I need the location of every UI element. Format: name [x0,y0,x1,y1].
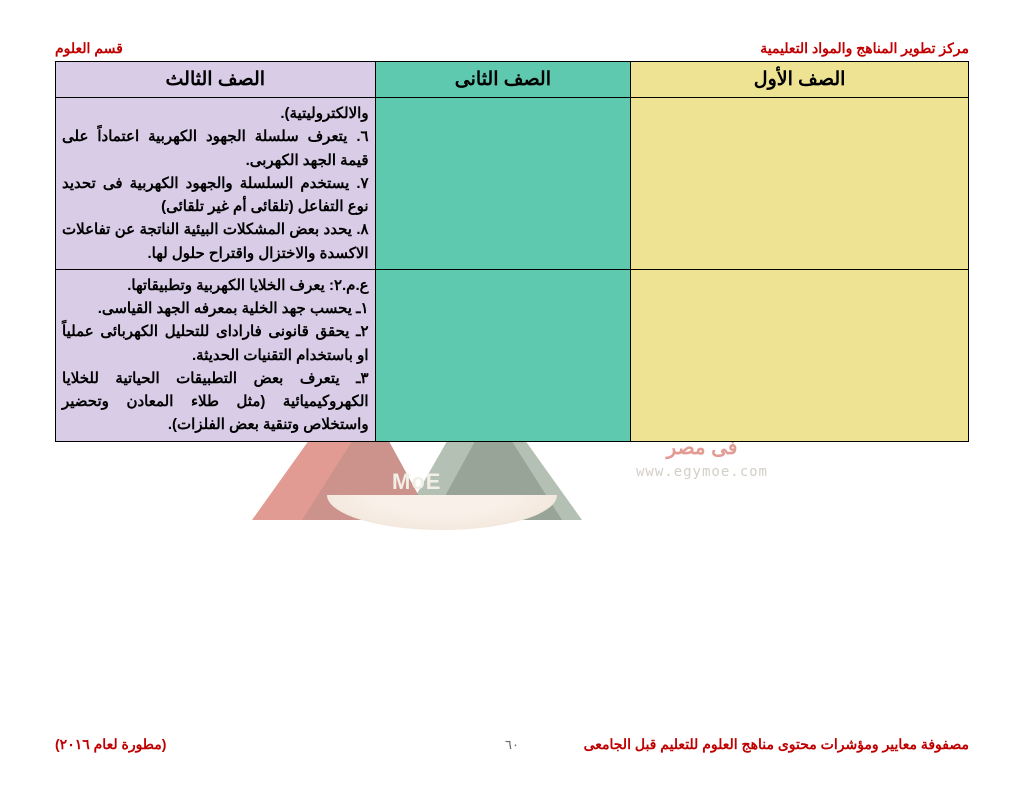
col-header-grade1: الصف الأول [631,62,969,98]
table-header-row: الصف الأول الصف الثانى الصف الثالث [56,62,969,98]
col-header-grade2: الصف الثانى [375,62,631,98]
page-number: ٦٠ [505,737,519,753]
footer-version: (مطورة لعام ٢٠١٦) [55,736,166,753]
table-row: والالكتروليتية).٦. يتعرف سلسلة الجهود ال… [56,98,969,270]
cell-grade1 [631,269,969,441]
footer-title: مصفوفة معايير ومؤشرات محتوى مناهج العلوم… [584,736,969,753]
cell-grade3: ع.م.٢: يعرف الخلايا الكهربية وتطبيقاتها.… [56,269,376,441]
cell-grade2 [375,269,631,441]
header-dept: قسم العلوم [55,40,123,57]
page-container: MoE التعليم فى مصر www.egymoe.com مركز ت… [0,0,1024,791]
standards-table: الصف الأول الصف الثانى الصف الثالث والال… [55,61,969,442]
cell-grade1 [631,98,969,270]
table-row: ع.م.٢: يعرف الخلايا الكهربية وتطبيقاتها.… [56,269,969,441]
cell-grade2 [375,98,631,270]
footer-row: مصفوفة معايير ومؤشرات محتوى مناهج العلوم… [55,736,969,753]
wm-url: www.egymoe.com [572,464,832,480]
col-header-grade3: الصف الثالث [56,62,376,98]
wm-moe-text: MoE [392,469,441,495]
cell-grade3: والالكتروليتية).٦. يتعرف سلسلة الجهود ال… [56,98,376,270]
header-org: مركز تطوير المناهج والمواد التعليمية [760,40,969,57]
header-row: مركز تطوير المناهج والمواد التعليمية قسم… [55,40,969,57]
